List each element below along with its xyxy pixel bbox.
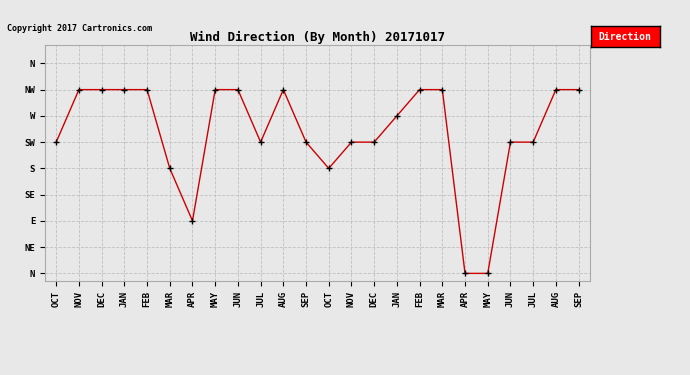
Text: Direction: Direction	[599, 32, 651, 42]
Title: Wind Direction (By Month) 20171017: Wind Direction (By Month) 20171017	[190, 31, 445, 44]
Text: Copyright 2017 Cartronics.com: Copyright 2017 Cartronics.com	[7, 24, 152, 33]
